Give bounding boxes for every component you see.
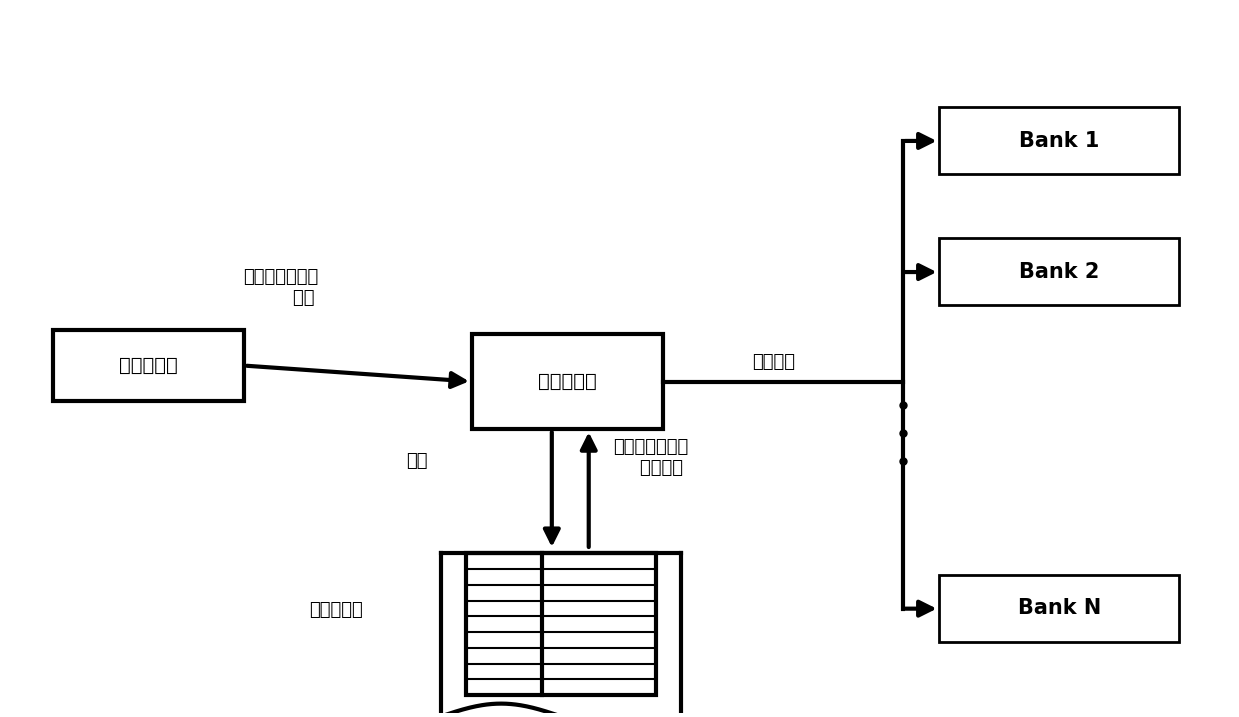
Bar [472,333,663,429]
Bar [939,574,1180,642]
Text: Bank 1: Bank 1 [1020,130,1100,151]
Text: 地址映射: 地址映射 [752,353,795,371]
Text: 写入电流和写入
    脉冲宽度: 写入电流和写入 脉冲宽度 [612,438,688,477]
Bar [939,238,1180,305]
Text: 温度传感器: 温度传感器 [119,356,178,375]
Text: 温度: 温度 [405,452,427,470]
Bar [466,554,657,695]
Bar [53,330,244,401]
Text: 缓存控制器: 缓存控制器 [538,372,596,391]
Bar [939,107,1180,174]
Text: 温度分级表: 温度分级表 [310,601,363,619]
Text: Bank 2: Bank 2 [1020,262,1100,282]
Text: 不同区域的温度
        分布: 不同区域的温度 分布 [243,268,318,307]
Text: Bank N: Bank N [1017,598,1101,618]
